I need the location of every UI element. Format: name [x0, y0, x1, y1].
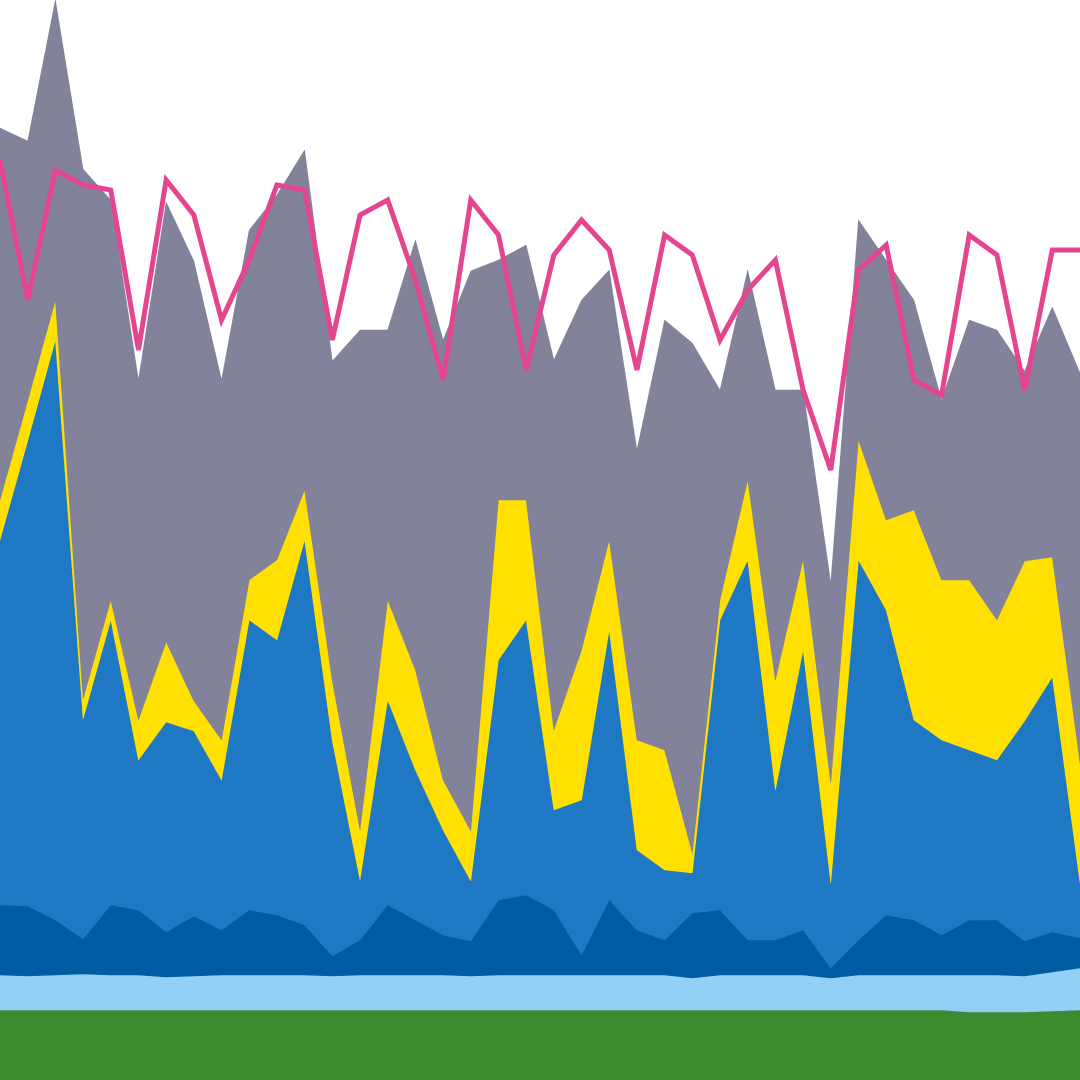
line: [0, 159, 1080, 471]
area: [0, 1009, 1080, 1080]
area: [0, 0, 1080, 854]
